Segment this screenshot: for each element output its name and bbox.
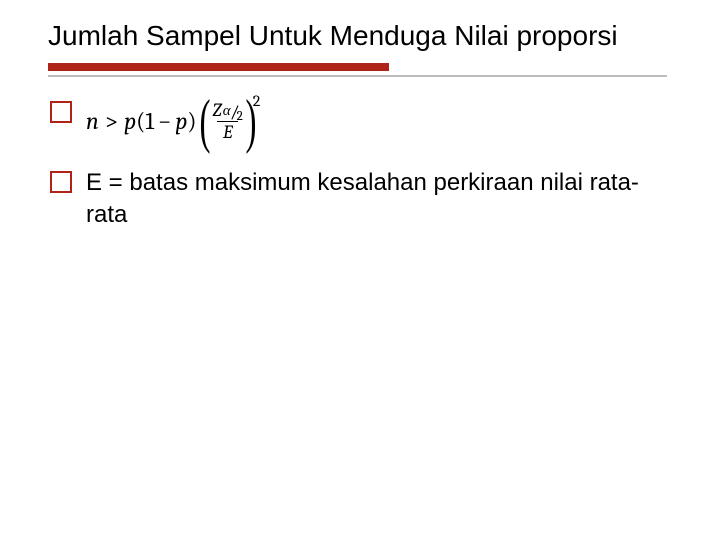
formula-lhs: n bbox=[86, 109, 99, 133]
formula-p: p bbox=[124, 109, 136, 133]
title-rule-gray bbox=[48, 75, 667, 77]
bullet-item-text: E = batas maksimum kesalahan perkiraan n… bbox=[50, 165, 680, 232]
formula: n > p ( 1 − p ) ( Z α bbox=[86, 91, 260, 151]
formula-big-rparen: ) bbox=[245, 91, 256, 151]
formula-fraction: Z α ⁄ 2 E bbox=[211, 101, 245, 142]
bullet-box-icon bbox=[50, 101, 72, 123]
formula-minus: − bbox=[158, 109, 171, 133]
bullet-text: E = batas maksimum kesalahan perkiraan n… bbox=[86, 165, 680, 232]
title-rule bbox=[48, 63, 680, 77]
slide: Jumlah Sampel Untuk Menduga Nilai propor… bbox=[0, 0, 720, 540]
formula-p2: p bbox=[175, 109, 187, 133]
formula-Z: Z bbox=[213, 101, 222, 120]
formula-numerator: Z α ⁄ 2 bbox=[211, 101, 245, 121]
bullet-item-formula: n > p ( 1 − p ) ( Z α bbox=[50, 91, 680, 151]
formula-lparen: ( bbox=[136, 109, 145, 133]
formula-rel: > bbox=[105, 109, 118, 133]
formula-one: 1 bbox=[145, 109, 154, 133]
bullet-box-icon bbox=[50, 171, 72, 193]
slide-body: n > p ( 1 − p ) ( Z α bbox=[48, 91, 680, 232]
slide-title: Jumlah Sampel Untuk Menduga Nilai propor… bbox=[48, 18, 680, 53]
formula-big-lparen: ( bbox=[199, 91, 210, 151]
formula-rparen: ) bbox=[187, 109, 196, 133]
formula-alpha-half: ⁄ 2 bbox=[229, 106, 243, 122]
title-rule-red bbox=[48, 63, 389, 71]
